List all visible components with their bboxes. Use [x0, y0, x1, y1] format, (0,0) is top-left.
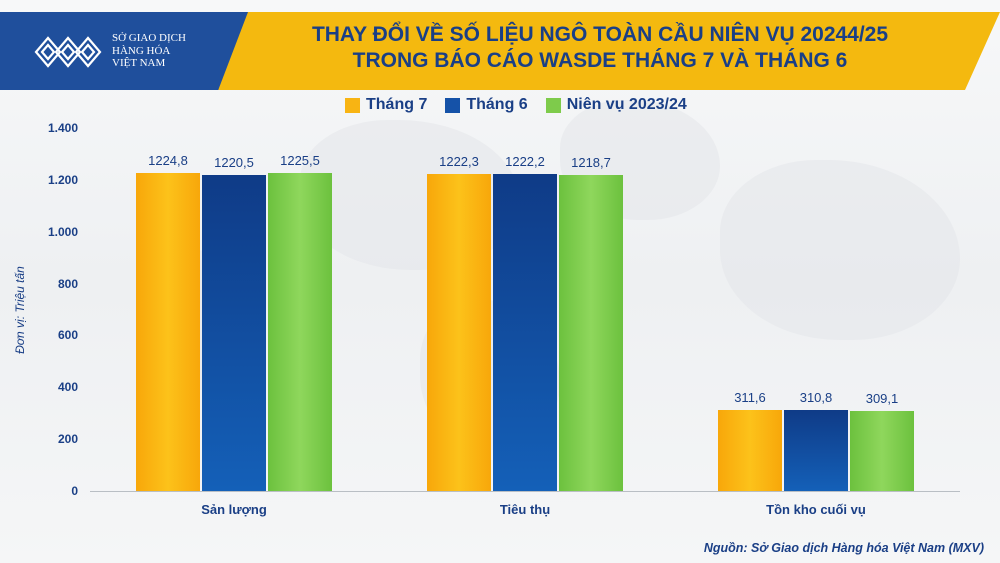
- y-tick: 400: [57, 380, 78, 394]
- y-tick: 800: [57, 277, 78, 291]
- y-tick: 600: [57, 328, 78, 342]
- title-line-2: TRONG BÁO CÁO WASDE THÁNG 7 VÀ THÁNG 6: [352, 49, 848, 72]
- legend-swatch-icon: [345, 97, 360, 113]
- y-tick: 1.400: [47, 121, 78, 135]
- bar: [268, 173, 332, 491]
- mxv-logo-icon: [34, 36, 102, 68]
- world-map-decoration: [720, 160, 960, 340]
- legend-label: Tháng 7: [366, 96, 428, 113]
- bar-value-label: 1225,5: [280, 153, 320, 169]
- bar: [427, 174, 491, 491]
- bar: [850, 410, 914, 491]
- title-line-1: THAY ĐỔI VỀ SỐ LIỆU NGÔ TOÀN CẦU NIÊN VỤ…: [311, 23, 889, 46]
- y-tick: 0: [71, 484, 78, 498]
- category-label: Sản lượng: [201, 502, 267, 517]
- bar-value-label: 1222,3: [439, 154, 479, 170]
- bar-value-label: 310,8: [799, 390, 833, 406]
- bar: [202, 174, 266, 491]
- legend-item-thang-6: Tháng 6: [445, 96, 528, 114]
- bar-value-label: 1220,5: [214, 154, 254, 170]
- legend-item-nien-vu: Niên vụ 2023/24: [545, 96, 687, 114]
- legend-label: Niên vụ 2023/24: [566, 96, 687, 113]
- bar-value-label: 309,1: [865, 390, 899, 406]
- bar-value-label: 1218,7: [571, 155, 611, 170]
- x-axis-line: [90, 491, 960, 492]
- bar-value-label: 311,6: [734, 390, 766, 406]
- bar: [559, 175, 623, 491]
- bar: [136, 173, 200, 491]
- chart-title: THAY ĐỔI VỀ SỐ LIỆU NGÔ TOÀN CẦU NIÊN VỤ…: [250, 22, 950, 74]
- logo-line: HÀNG HÓA: [112, 44, 171, 57]
- legend-item-thang-7: Tháng 7: [345, 96, 427, 114]
- legend-swatch-icon: [445, 97, 461, 113]
- category-label: Tiêu thụ: [499, 502, 551, 517]
- y-tick: 200: [57, 432, 78, 446]
- bar: [718, 410, 782, 491]
- logo-panel: [0, 12, 248, 90]
- y-tick: 1.200: [47, 173, 78, 187]
- bar-value-label: 1224,8: [148, 153, 188, 169]
- logo-line: VIỆT NAM: [112, 57, 166, 69]
- bar: [784, 410, 848, 491]
- logo-line: SỞ GIAO DỊCH: [112, 32, 186, 44]
- legend: Tháng 7 Tháng 6 Niên vụ 2023/24: [345, 96, 687, 114]
- y-axis-label: Đơn vị: Triệu tấn: [13, 266, 27, 354]
- legend-swatch-icon: [545, 97, 561, 113]
- bar: [493, 174, 557, 491]
- y-tick: 1.000: [47, 225, 78, 239]
- logo-text: SỞ GIAO DỊCH HÀNG HÓA VIỆT NAM: [112, 32, 186, 70]
- category-label: Tồn kho cuối vụ: [766, 502, 866, 517]
- source-note: Nguồn: Sở Giao dịch Hàng hóa Việt Nam (M…: [703, 541, 984, 555]
- legend-label: Tháng 6: [466, 96, 528, 113]
- bar-value-label: 1222,2: [505, 154, 545, 170]
